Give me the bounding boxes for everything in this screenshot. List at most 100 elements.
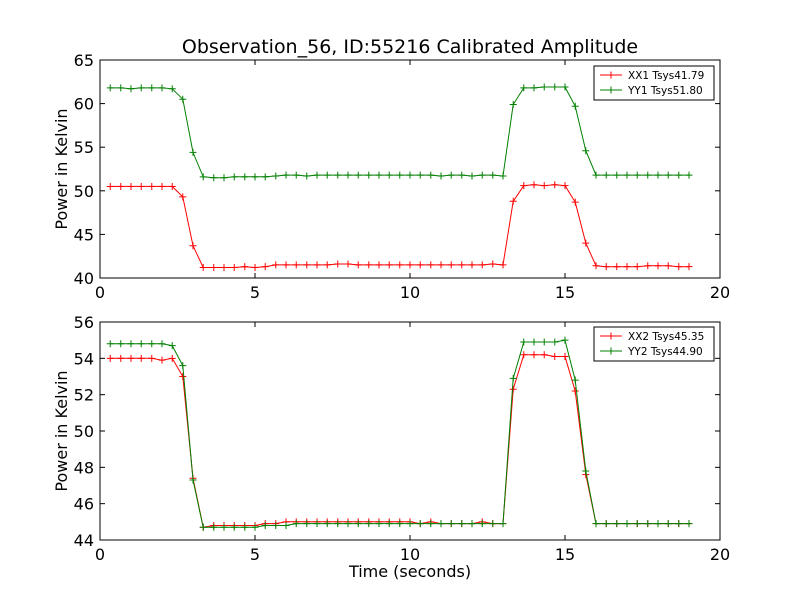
data-point [416, 171, 424, 179]
data-point [602, 171, 610, 179]
data-point [179, 193, 187, 201]
data-point [458, 261, 466, 269]
data-point [148, 340, 156, 348]
series-xx2 [106, 351, 693, 531]
data-point [478, 520, 486, 528]
x-tick-label: 5 [250, 283, 260, 302]
data-point [354, 171, 362, 179]
data-point [592, 262, 600, 270]
data-point [323, 520, 331, 528]
data-point [571, 376, 579, 384]
x-tick-label: 0 [95, 283, 105, 302]
data-point [158, 356, 166, 364]
legend-item: YY1 Tsys51.80 [600, 85, 703, 97]
data-point [241, 523, 249, 531]
data-point [427, 171, 435, 179]
x-tick-label: 10 [400, 283, 420, 302]
data-point [664, 262, 672, 270]
data-point [520, 182, 528, 190]
data-point [272, 521, 280, 529]
y-tick-label: 65 [74, 51, 94, 70]
data-point [458, 171, 466, 179]
data-point [530, 181, 538, 189]
data-point [354, 261, 362, 269]
legend-label: YY1 Tsys51.80 [627, 85, 703, 97]
data-point [344, 260, 352, 268]
data-point [189, 242, 197, 250]
data-point [303, 261, 311, 269]
data-point [220, 523, 228, 531]
data-point [261, 521, 269, 529]
data-point [148, 354, 156, 362]
data-point [561, 182, 569, 190]
data-point [210, 264, 218, 272]
data-point [613, 520, 621, 528]
data-point [685, 263, 693, 271]
data-point [106, 340, 114, 348]
data-point [406, 520, 414, 528]
series-yy1 [106, 83, 693, 182]
data-point [654, 520, 662, 528]
data-point [540, 83, 548, 91]
data-point [365, 261, 373, 269]
x-tick-label: 15 [555, 545, 575, 564]
y-tick-label: 60 [74, 95, 94, 114]
data-point [168, 85, 176, 93]
data-point [292, 520, 300, 528]
data-point [375, 520, 383, 528]
data-point [447, 171, 455, 179]
data-point [602, 520, 610, 528]
data-point [623, 171, 631, 179]
data-point [530, 338, 538, 346]
data-point [437, 261, 445, 269]
data-point [323, 261, 331, 269]
y-tick-label: 40 [74, 269, 94, 288]
data-point [334, 260, 342, 268]
data-point [685, 171, 693, 179]
data-point [292, 171, 300, 179]
data-point [168, 182, 176, 190]
data-point [571, 102, 579, 110]
y-axis-label: Power in Kelvin [52, 108, 71, 229]
series-line [110, 86, 689, 179]
data-point [303, 520, 311, 528]
data-point [664, 171, 672, 179]
data-point [168, 342, 176, 350]
legend-item: XX2 Tsys45.35 [600, 331, 704, 343]
data-point [509, 374, 517, 382]
data-point [334, 520, 342, 528]
y-axis-label: Power in Kelvin [52, 370, 71, 491]
x-tick-label: 20 [710, 545, 730, 564]
data-point [540, 351, 548, 359]
data-point [179, 362, 187, 370]
data-point [520, 338, 528, 346]
x-tick-label: 0 [95, 545, 105, 564]
data-point [571, 387, 579, 395]
data-point [241, 173, 249, 181]
data-point [633, 263, 641, 271]
data-point [220, 174, 228, 182]
data-point [654, 171, 662, 179]
series-line [110, 184, 689, 269]
data-point [148, 84, 156, 92]
data-point [282, 171, 290, 179]
data-point [313, 171, 321, 179]
data-point [685, 520, 693, 528]
data-point [282, 521, 290, 529]
data-point [509, 385, 517, 393]
data-point [272, 172, 280, 180]
data-point [106, 354, 114, 362]
series-yy2 [106, 336, 693, 531]
data-point [189, 148, 197, 156]
data-point [489, 171, 497, 179]
data-point [230, 523, 238, 531]
data-point [365, 171, 373, 179]
data-point [292, 261, 300, 269]
x-axis-label: Time (seconds) [348, 562, 471, 581]
data-point [210, 523, 218, 531]
data-point [582, 147, 590, 155]
data-point [447, 261, 455, 269]
data-point [468, 172, 476, 180]
data-point [375, 171, 383, 179]
